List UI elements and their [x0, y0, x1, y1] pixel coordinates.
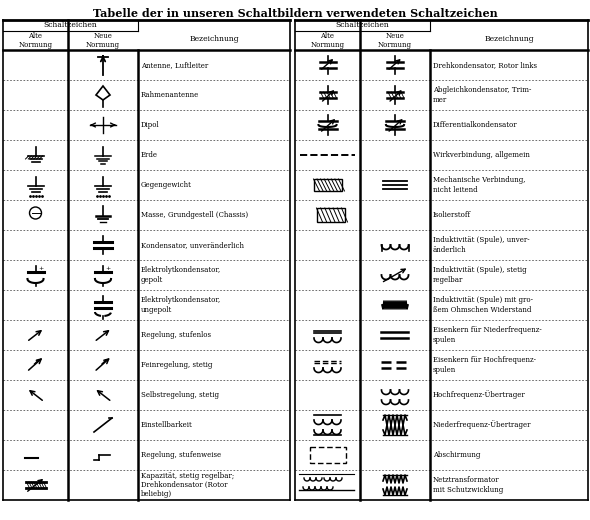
Text: Alte
Normung: Alte Normung — [18, 32, 53, 49]
Bar — [310, 447, 346, 463]
Text: Rahmenantenne: Rahmenantenne — [141, 91, 199, 99]
Text: Einstellbarkeit: Einstellbarkeit — [141, 421, 193, 429]
Text: Feinregelung, stetig: Feinregelung, stetig — [141, 361, 212, 369]
Text: Kapazität, stetig regelbar;
Drehkondensator (Rotor
beliebig): Kapazität, stetig regelbar; Drehkondensa… — [141, 472, 234, 498]
Text: Drehkondensator, Rotor links: Drehkondensator, Rotor links — [433, 61, 537, 69]
Text: Mechanische Verbindung,
nicht leitend: Mechanische Verbindung, nicht leitend — [433, 176, 526, 193]
Text: Alte
Normung: Alte Normung — [310, 32, 345, 49]
Text: Induktivität (Spule), unver-
änderlich: Induktivität (Spule), unver- änderlich — [433, 237, 530, 254]
Text: Netztransformator
mit Schutzwicklung: Netztransformator mit Schutzwicklung — [433, 476, 503, 493]
Text: Elektrolytkondensator,
ungepolt: Elektrolytkondensator, ungepolt — [141, 296, 221, 314]
Text: Bezeichnung: Bezeichnung — [484, 35, 534, 43]
Text: Eisenkern für Niederfrequenz-
spulen: Eisenkern für Niederfrequenz- spulen — [433, 327, 542, 344]
Text: Abschirmung: Abschirmung — [433, 451, 480, 459]
Text: Isolierstoff: Isolierstoff — [433, 211, 471, 219]
Text: Eisenkern für Hochfrequenz-
spulen: Eisenkern für Hochfrequenz- spulen — [433, 356, 536, 373]
Text: Abgleichkondensator, Trim-
mer: Abgleichkondensator, Trim- mer — [433, 86, 532, 103]
Text: Elektrolytkondensator,
gepolt: Elektrolytkondensator, gepolt — [141, 266, 221, 283]
Text: Neue
Normung: Neue Normung — [86, 32, 120, 49]
Text: Selbstregelung, stetig: Selbstregelung, stetig — [141, 391, 219, 399]
Text: Tabelle der in unseren Schaltbildern verwendeten Schaltzeichen: Tabelle der in unseren Schaltbildern ver… — [93, 8, 497, 19]
Text: Differentialkondensator: Differentialkondensator — [433, 121, 517, 129]
Text: Induktivität (Spule), stetig
regelbar: Induktivität (Spule), stetig regelbar — [433, 266, 527, 283]
Text: Induktivität (Spule) mit gro-
ßem Ohmschen Widerstand: Induktivität (Spule) mit gro- ßem Ohmsch… — [433, 296, 533, 314]
Bar — [313, 179, 342, 191]
Bar — [316, 208, 345, 222]
Text: Regelung, stufenlos: Regelung, stufenlos — [141, 331, 211, 339]
Text: Bezeichnung: Bezeichnung — [189, 35, 239, 43]
Text: Wirkverbindung, allgemein: Wirkverbindung, allgemein — [433, 151, 530, 159]
Text: Masse, Grundgestell (Chassis): Masse, Grundgestell (Chassis) — [141, 211, 248, 219]
Text: +: + — [38, 266, 43, 271]
Text: Erde: Erde — [141, 151, 158, 159]
Text: Antenne, Luftleiter: Antenne, Luftleiter — [141, 61, 208, 69]
Text: Regelung, stufenweise: Regelung, stufenweise — [141, 451, 221, 459]
Text: +: + — [106, 266, 111, 271]
Text: Hochfrequenz-Übertrager: Hochfrequenz-Übertrager — [433, 391, 526, 399]
Text: Neue
Normung: Neue Normung — [378, 32, 412, 49]
Text: Kondensator, unveränderlich: Kondensator, unveränderlich — [141, 241, 244, 249]
Text: Schaltzeichen: Schaltzeichen — [44, 21, 97, 29]
Text: Schaltzeichen: Schaltzeichen — [336, 21, 389, 29]
Text: Dipol: Dipol — [141, 121, 160, 129]
Text: Gegengewicht: Gegengewicht — [141, 181, 192, 189]
Text: Niederfrequenz-Übertrager: Niederfrequenz-Übertrager — [433, 421, 532, 430]
